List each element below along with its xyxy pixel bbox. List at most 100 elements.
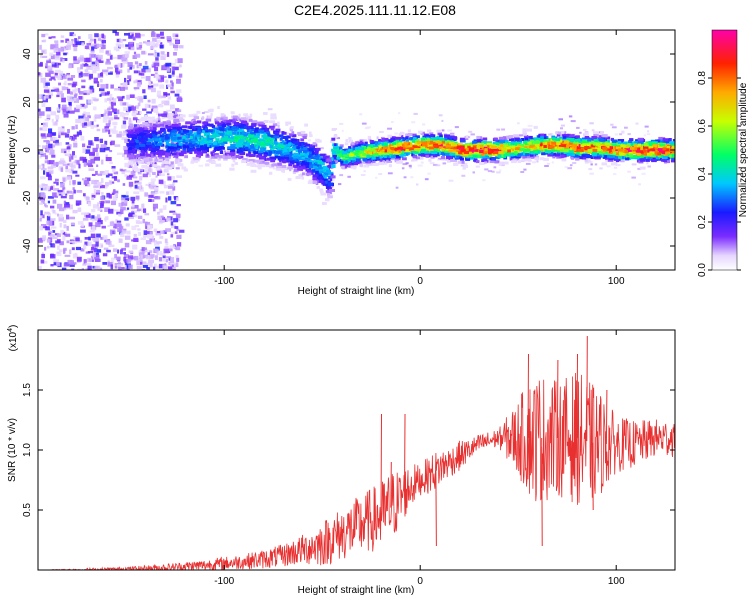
- heatmap-cell: [58, 216, 64, 222]
- heatmap-cell: [237, 123, 243, 126]
- heatmap-cell: [257, 132, 261, 136]
- heatmap-cell: [196, 120, 202, 124]
- heatmap-cell: [71, 39, 74, 42]
- heatmap-cell: [167, 166, 173, 170]
- heatmap-cell: [411, 121, 416, 124]
- heatmap-cell: [400, 140, 406, 143]
- heatmap-cell: [348, 139, 353, 143]
- heatmap-cell: [127, 207, 130, 210]
- heatmap-cell: [57, 109, 61, 112]
- heatmap-cell: [104, 146, 110, 151]
- heatmap-cell: [128, 264, 133, 270]
- heatmap-cell: [75, 124, 78, 130]
- heatmap-cell: [156, 265, 160, 269]
- heatmap-cell: [123, 252, 126, 255]
- heatmap-cell: [39, 111, 45, 116]
- heatmap-cell: [122, 183, 126, 186]
- heatmap-cell: [152, 172, 156, 175]
- heatmap-cell: [165, 124, 169, 128]
- heatmap-cell: [165, 241, 169, 246]
- heatmap-cell: [98, 35, 102, 39]
- heatmap-cell: [604, 136, 611, 140]
- heatmap-cell: [96, 164, 99, 167]
- heatmap-cell: [165, 258, 168, 263]
- heatmap-cell: [361, 161, 366, 164]
- heatmap-cell: [141, 165, 148, 168]
- heatmap-cell: [128, 181, 134, 187]
- heatmap-cell: [433, 163, 438, 166]
- heatmap-cell: [72, 240, 77, 244]
- heatmap-cell: [170, 234, 174, 238]
- heatmap-cell: [60, 35, 65, 38]
- heatmap-cell: [156, 241, 162, 244]
- heatmap-cell: [141, 118, 147, 122]
- heatmap-cell: [137, 120, 141, 124]
- heatmap-cell: [135, 131, 139, 135]
- heatmap-cell: [111, 166, 116, 169]
- heatmap-cell: [63, 224, 67, 229]
- heatmap-cell: [97, 214, 101, 219]
- heatmap-cell: [102, 235, 108, 240]
- heatmap-cell: [84, 57, 90, 63]
- heatmap-cell: [76, 67, 81, 70]
- heatmap-cell: [42, 225, 48, 229]
- heatmap-cell: [289, 133, 293, 137]
- heatmap-cell: [589, 172, 594, 175]
- heatmap-cell: [73, 46, 78, 52]
- heatmap-cell: [147, 104, 151, 108]
- heatmap-cell: [378, 139, 384, 142]
- heatmap-cell: [105, 182, 109, 187]
- heatmap-cell: [222, 132, 225, 136]
- heatmap-cell: [43, 140, 50, 143]
- heatmap-cell: [40, 192, 46, 198]
- heatmap-cell: [91, 225, 96, 231]
- heatmap-cell: [43, 82, 46, 85]
- heatmap-cell: [64, 254, 71, 257]
- heatmap-cell: [80, 248, 85, 252]
- heatmap-cell: [489, 160, 495, 164]
- heatmap-cell: [167, 128, 173, 132]
- heatmap-cell: [142, 89, 146, 94]
- heatmap-cell: [299, 160, 302, 164]
- heatmap-cell: [150, 192, 157, 195]
- heatmap-cell: [453, 162, 458, 166]
- heatmap-cell: [649, 145, 654, 149]
- heatmap-cell: [206, 159, 210, 162]
- heatmap-cell: [132, 117, 138, 121]
- heatmap-cell: [44, 80, 49, 83]
- heatmap-cell: [572, 162, 577, 164]
- heatmap-cell: [579, 131, 582, 134]
- heatmap-cell: [176, 116, 182, 120]
- heatmap-cell: [167, 176, 172, 181]
- heatmap-cell: [66, 74, 71, 78]
- heatmap-cell: [136, 169, 141, 172]
- heatmap-cell: [210, 151, 213, 155]
- heatmap-cell: [43, 89, 50, 93]
- heatmap-cell: [482, 160, 488, 164]
- heatmap-cell: [52, 236, 58, 239]
- heatmap-cell: [525, 162, 531, 165]
- heatmap-cell: [97, 265, 101, 270]
- heatmap-cell: [149, 199, 155, 202]
- heatmap-cell: [180, 150, 187, 154]
- heatmap-cell: [92, 106, 97, 111]
- heatmap-cell: [339, 122, 344, 125]
- heatmap-cell: [104, 217, 107, 221]
- heatmap-cell: [605, 159, 608, 162]
- heatmap-cell: [218, 117, 224, 121]
- heatmap-cell: [145, 240, 152, 245]
- heatmap-cell: [215, 163, 222, 167]
- heatmap-cell: [86, 145, 91, 149]
- heatmap-cell: [117, 179, 120, 183]
- heatmap-cell: [78, 60, 81, 63]
- heatmap-cell: [53, 140, 56, 143]
- heatmap-cell: [73, 94, 77, 98]
- heatmap-cell: [168, 112, 174, 116]
- heatmap-cell: [627, 133, 631, 136]
- heatmap-cell: [391, 158, 395, 161]
- heatmap-cell: [49, 52, 54, 56]
- heatmap-cell: [142, 173, 148, 178]
- heatmap-cell: [522, 128, 528, 132]
- heatmap-cell: [124, 156, 130, 160]
- heatmap-cell: [113, 248, 118, 252]
